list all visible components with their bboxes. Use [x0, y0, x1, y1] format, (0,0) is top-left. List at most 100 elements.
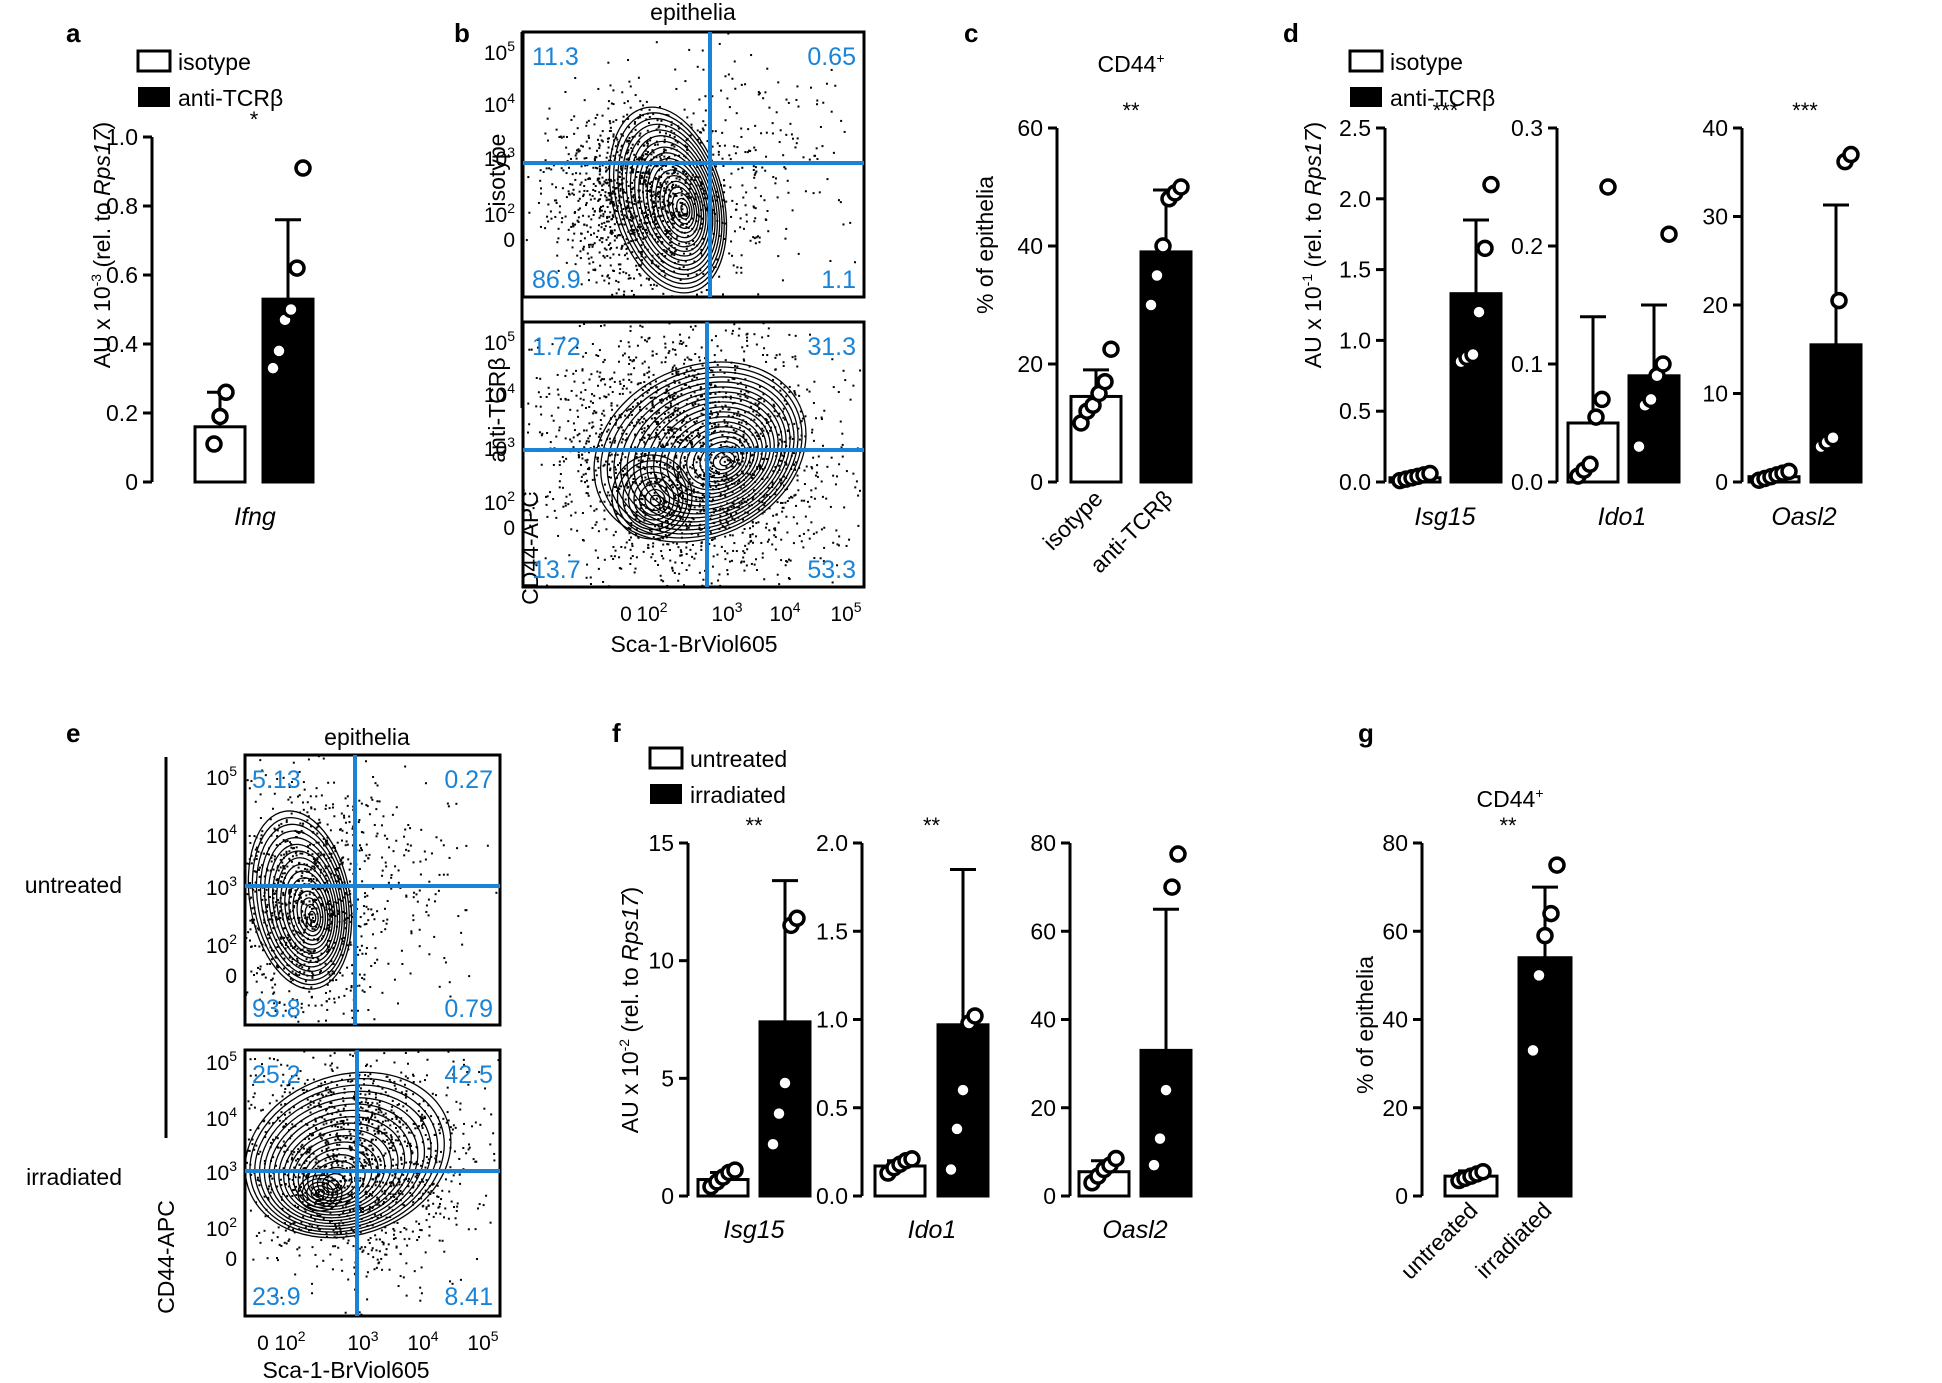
event-dot — [416, 1163, 419, 1166]
event-dot — [570, 514, 573, 517]
event-dot — [669, 195, 672, 198]
event-dot — [668, 201, 671, 204]
event-dot — [574, 511, 577, 514]
event-dot — [434, 1149, 437, 1152]
event-dot — [310, 825, 313, 828]
event-dot — [654, 218, 657, 221]
event-dot — [608, 184, 611, 187]
event-dot — [620, 545, 623, 548]
event-dot — [658, 186, 661, 189]
event-dot — [688, 242, 691, 245]
event-dot — [286, 964, 289, 967]
event-dot — [724, 535, 727, 538]
event-dot — [303, 882, 306, 885]
event-dot — [730, 514, 733, 517]
event-dot — [735, 203, 738, 206]
event-dot — [365, 843, 368, 846]
event-dot — [689, 548, 692, 551]
event-dot — [667, 411, 670, 414]
event-dot — [719, 521, 722, 524]
quadrant-ur: 0.65 — [807, 43, 856, 71]
event-dot — [635, 171, 638, 174]
event-dot — [622, 208, 625, 211]
event-dot — [622, 188, 625, 191]
event-dot — [658, 425, 661, 428]
event-dot — [648, 172, 651, 175]
event-dot — [290, 960, 293, 963]
event-dot — [317, 938, 320, 941]
event-dot — [655, 41, 658, 44]
event-dot — [582, 398, 585, 401]
event-dot — [810, 618, 812, 620]
event-dot — [640, 480, 643, 483]
event-dot — [528, 211, 531, 214]
event-dot — [341, 857, 344, 860]
event-dot — [735, 271, 738, 274]
event-dot — [641, 431, 644, 434]
event-dot — [257, 868, 260, 871]
event-dot — [609, 122, 612, 125]
event-dot — [361, 952, 364, 955]
event-dot — [627, 157, 630, 160]
event-dot — [731, 465, 734, 468]
event-dot — [317, 841, 320, 844]
density-contour — [633, 477, 675, 521]
event-dot — [748, 504, 751, 507]
event-dot — [899, 457, 901, 459]
event-dot — [587, 440, 590, 443]
event-dot — [840, 446, 843, 449]
event-dot — [618, 154, 621, 157]
event-dot — [261, 769, 264, 772]
event-dot — [307, 870, 310, 873]
event-dot — [423, 850, 426, 853]
event-dot — [348, 880, 351, 883]
event-dot — [390, 1136, 393, 1139]
event-dot — [540, 434, 543, 437]
event-dot — [632, 217, 635, 220]
event-dot — [607, 274, 610, 277]
event-dot — [610, 232, 613, 235]
event-dot — [819, 125, 822, 128]
event-dot — [830, 110, 833, 113]
event-dot — [283, 936, 286, 939]
y-tick: 105 — [484, 328, 515, 355]
event-dot — [335, 901, 338, 904]
event-dot — [535, 377, 538, 380]
event-dot — [660, 153, 663, 156]
event-dot — [273, 991, 276, 994]
event-dot — [492, 466, 494, 468]
event-dot — [731, 329, 734, 332]
event-dot — [709, 369, 712, 372]
event-dot — [642, 466, 645, 469]
event-dot — [660, 260, 663, 263]
event-dot — [599, 168, 602, 171]
event-dot — [591, 527, 594, 530]
event-dot — [722, 179, 725, 182]
event-dot — [598, 207, 601, 210]
event-dot — [650, 417, 653, 420]
event-dot — [733, 542, 736, 545]
event-dot — [673, 135, 676, 138]
event-dot — [271, 912, 274, 915]
event-dot — [647, 337, 650, 340]
event-dot — [638, 140, 641, 143]
event-dot — [269, 931, 272, 934]
event-dot — [736, 497, 739, 500]
event-dot — [613, 179, 616, 182]
event-dot — [731, 332, 734, 335]
event-dot — [282, 882, 285, 885]
event-dot — [655, 475, 658, 478]
event-dot — [655, 156, 658, 159]
event-dot — [668, 479, 671, 482]
event-dot — [376, 910, 379, 913]
event-dot — [329, 990, 332, 993]
event-dot — [671, 396, 674, 399]
event-dot — [589, 243, 592, 246]
event-dot — [814, 487, 817, 490]
event-dot — [672, 183, 675, 186]
event-dot — [588, 422, 591, 425]
event-dot — [711, 593, 713, 595]
event-dot — [679, 493, 682, 496]
event-dot — [701, 445, 704, 448]
event-dot — [371, 933, 374, 936]
